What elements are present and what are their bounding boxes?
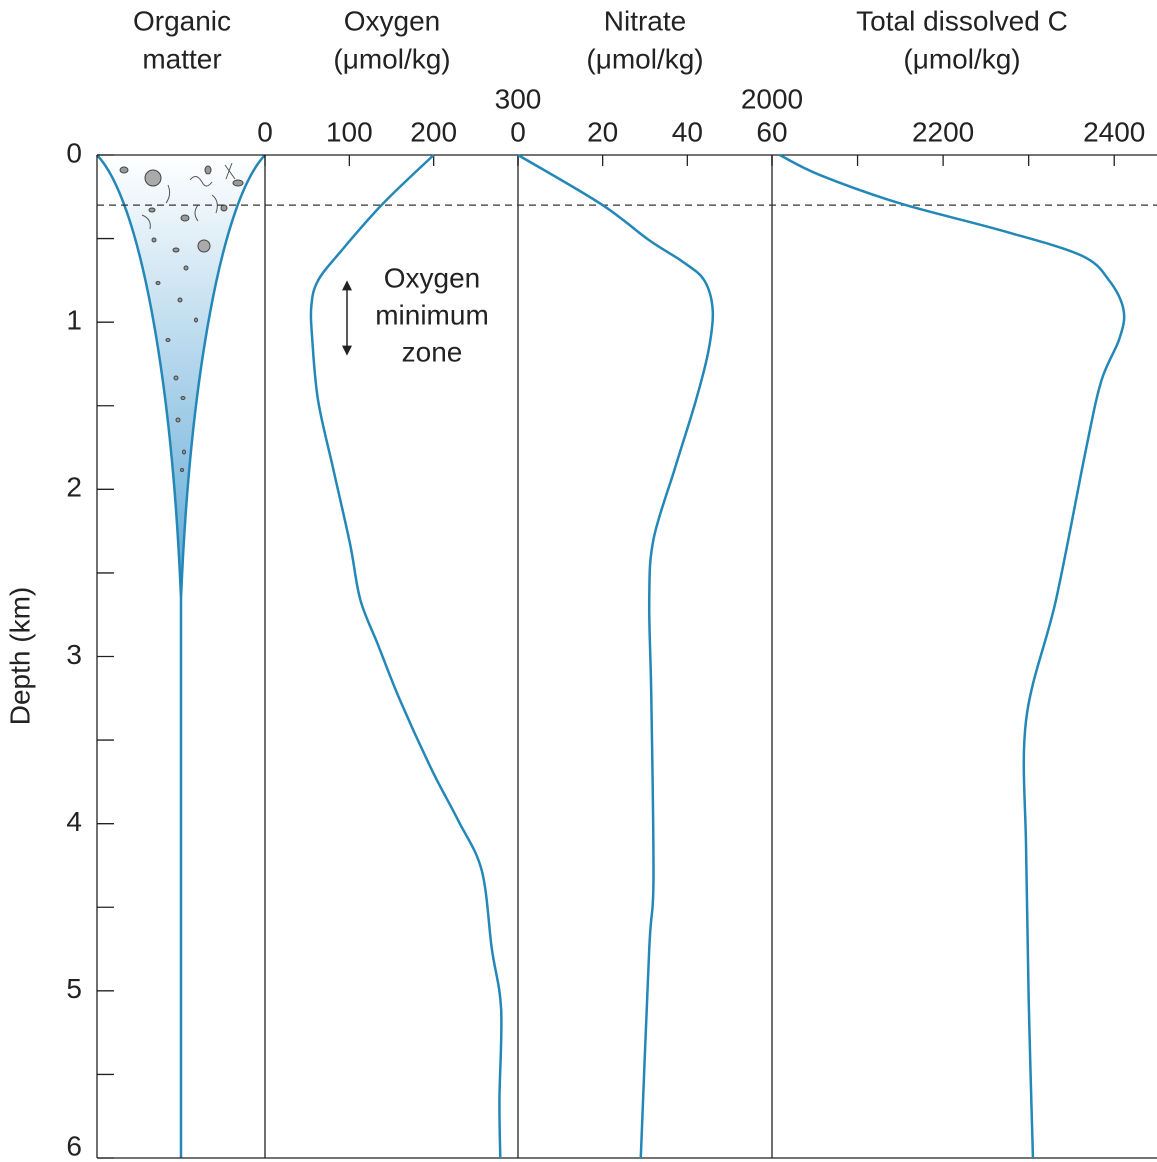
x-tick-label: 60 [756, 116, 787, 147]
x-tick-label: 0 [510, 116, 526, 147]
y-tick-label: 1 [66, 305, 82, 336]
panel-title: Organic [133, 5, 231, 36]
panel-title: (μmol/kg) [903, 43, 1020, 74]
profile-line [779, 153, 1126, 1159]
panel-title: Total dissolved C [856, 5, 1068, 36]
x-tick-label: 300 [495, 83, 542, 114]
x-tick-label: 100 [326, 116, 373, 147]
x-tick-label: 200 [410, 116, 457, 147]
arrow-head [342, 345, 352, 356]
y-tick-label: 6 [66, 1130, 82, 1161]
x-tick-label: 2200 [912, 116, 974, 147]
profile-line [517, 153, 715, 1159]
y-tick-label: 4 [66, 806, 82, 837]
y-tick-label: 0 [66, 137, 82, 168]
x-tick-label: 0 [257, 116, 273, 147]
y-axis-label: Depth (km) [4, 587, 35, 725]
panel-title: matter [142, 43, 221, 74]
x-tick-label: 2400 [1083, 116, 1145, 147]
profile-line [309, 154, 503, 1159]
panel-title: (μmol/kg) [586, 43, 703, 74]
panel-title: (μmol/kg) [333, 43, 450, 74]
organic-matter-illustration [96, 154, 266, 1158]
y-tick-label: 5 [66, 973, 82, 1004]
x-tick-label: 40 [672, 116, 703, 147]
y-tick-label: 3 [66, 639, 82, 670]
arrow-head [342, 280, 352, 291]
y-tick-label: 2 [66, 472, 82, 503]
x-tick-label: 2000 [741, 83, 803, 114]
panel-title: Oxygen [344, 5, 441, 36]
annotation: zone [402, 336, 463, 367]
annotation: minimum [375, 299, 489, 330]
x-tick-label: 20 [587, 116, 618, 147]
panel-title: Nitrate [604, 5, 686, 36]
annotation: Oxygen [384, 262, 481, 293]
